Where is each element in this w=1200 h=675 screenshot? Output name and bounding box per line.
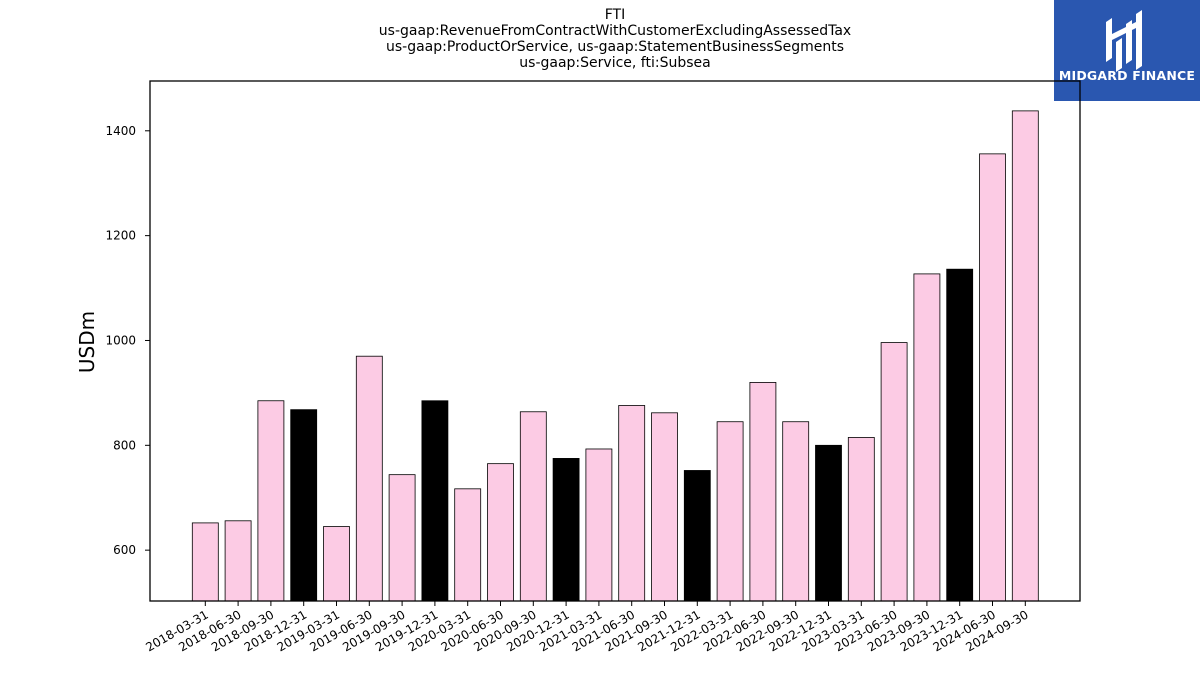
- bar-2022-09-30: [782, 421, 810, 602]
- bar-2020-12-31: [552, 458, 580, 602]
- bar-2021-06-30: [618, 405, 646, 602]
- bar-2024-06-30: [979, 153, 1006, 602]
- bar-2021-03-31: [585, 448, 613, 602]
- bar-2023-09-30: [913, 273, 941, 602]
- y-tick-label: 1400: [105, 124, 136, 138]
- y-tick-label: 1200: [105, 229, 136, 243]
- y-tick-label: 1000: [105, 333, 136, 347]
- bar-2023-12-31: [946, 268, 974, 602]
- bar-2022-03-31: [716, 421, 744, 602]
- logo-mark-icon: [1106, 10, 1142, 72]
- plot-frame: [149, 80, 1081, 602]
- bar-2019-06-30: [355, 355, 383, 602]
- bar-2018-12-31: [290, 409, 318, 602]
- bar-2018-09-30: [257, 400, 285, 602]
- bar-2023-06-30: [880, 342, 908, 602]
- bar-2020-03-31: [454, 488, 482, 602]
- chart-title: FTI us-gaap:RevenueFromContractWithCusto…: [150, 7, 1080, 71]
- logo-text: MIDGARD FINANCE: [1058, 68, 1196, 83]
- bar-2024-09-30: [1011, 110, 1039, 602]
- bar-2020-06-30: [487, 463, 514, 602]
- y-axis-ticks: 600 800 1000 1200 1400: [105, 124, 150, 557]
- y-tick-label: 800: [113, 438, 136, 452]
- y-tick-label: 600: [113, 543, 136, 557]
- title-line-members: us-gaap:Service, fti:Subsea: [519, 55, 711, 71]
- bar-2022-12-31: [815, 444, 842, 602]
- bar-2019-03-31: [323, 526, 350, 602]
- bar-2018-03-31: [191, 522, 219, 602]
- midgard-finance-logo: MIDGARD FINANCE: [1054, 0, 1200, 101]
- bar-2019-09-30: [388, 474, 416, 602]
- y-axis-label: USDm: [75, 311, 99, 373]
- bar-2022-06-30: [749, 382, 777, 602]
- title-line-axes: us-gaap:ProductOrService, us-gaap:Statem…: [385, 39, 844, 55]
- bars-group: [191, 110, 1039, 602]
- bar-2021-09-30: [651, 412, 678, 602]
- bar-2020-09-30: [519, 411, 547, 602]
- bar-2018-06-30: [224, 520, 252, 602]
- title-line-ticker: FTI: [604, 7, 626, 23]
- title-line-concept: us-gaap:RevenueFromContractWithCustomerE…: [378, 23, 852, 39]
- bar-2021-12-31: [683, 470, 711, 602]
- x-axis-ticks: 2018-03-312018-06-302018-09-302018-12-31…: [143, 601, 1031, 654]
- bar-2019-12-31: [421, 400, 449, 602]
- bar-2023-03-31: [847, 437, 875, 602]
